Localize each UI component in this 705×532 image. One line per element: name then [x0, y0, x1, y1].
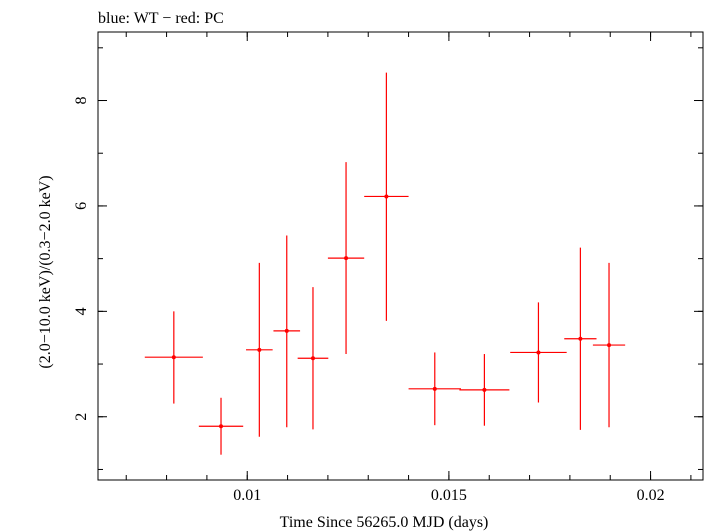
- y-tick-label: 2: [73, 413, 90, 421]
- data-point: [198, 397, 244, 455]
- data-point: [327, 162, 365, 355]
- data-point: [564, 247, 597, 430]
- data-marker: [171, 355, 176, 360]
- series-pc: [144, 72, 626, 455]
- y-tick-label: 8: [73, 97, 90, 105]
- data-marker: [607, 343, 612, 348]
- x-tick-label: 0.015: [431, 487, 467, 504]
- data-marker: [219, 424, 224, 429]
- x-axis-label: Time Since 56265.0 MJD (days): [280, 514, 489, 531]
- x-tick-label: 0.02: [637, 487, 665, 504]
- data-marker: [284, 328, 289, 333]
- data-marker: [344, 256, 349, 261]
- data-marker: [578, 336, 583, 341]
- data-point: [408, 352, 461, 426]
- plot-area-border: [97, 31, 704, 481]
- data-point: [364, 72, 409, 321]
- data-marker: [536, 350, 541, 355]
- chart-title: blue: WT − red: PC: [98, 10, 224, 27]
- data-point: [592, 262, 626, 428]
- data-point: [144, 311, 203, 404]
- y-tick-label: 6: [73, 202, 90, 210]
- data-point: [459, 354, 510, 426]
- data-marker: [310, 356, 315, 361]
- data-point: [297, 287, 329, 430]
- data-marker: [482, 387, 487, 392]
- x-axis: 0.01 0.015 0.02: [125, 32, 692, 504]
- data-marker: [432, 386, 437, 391]
- data-point: [273, 235, 301, 428]
- x-tick-label: 0.01: [233, 487, 261, 504]
- y-tick-label: 4: [73, 307, 90, 315]
- y-axis-label: (2.0−10.0 keV)/(0.3−2.0 keV): [37, 175, 54, 368]
- y-axis: 2 4 6 8: [73, 47, 703, 470]
- data-marker: [257, 347, 262, 352]
- data-marker: [384, 194, 389, 199]
- data-point: [510, 302, 567, 403]
- data-series: [144, 72, 626, 455]
- data-point: [246, 262, 273, 437]
- plot-frame: [97, 31, 704, 481]
